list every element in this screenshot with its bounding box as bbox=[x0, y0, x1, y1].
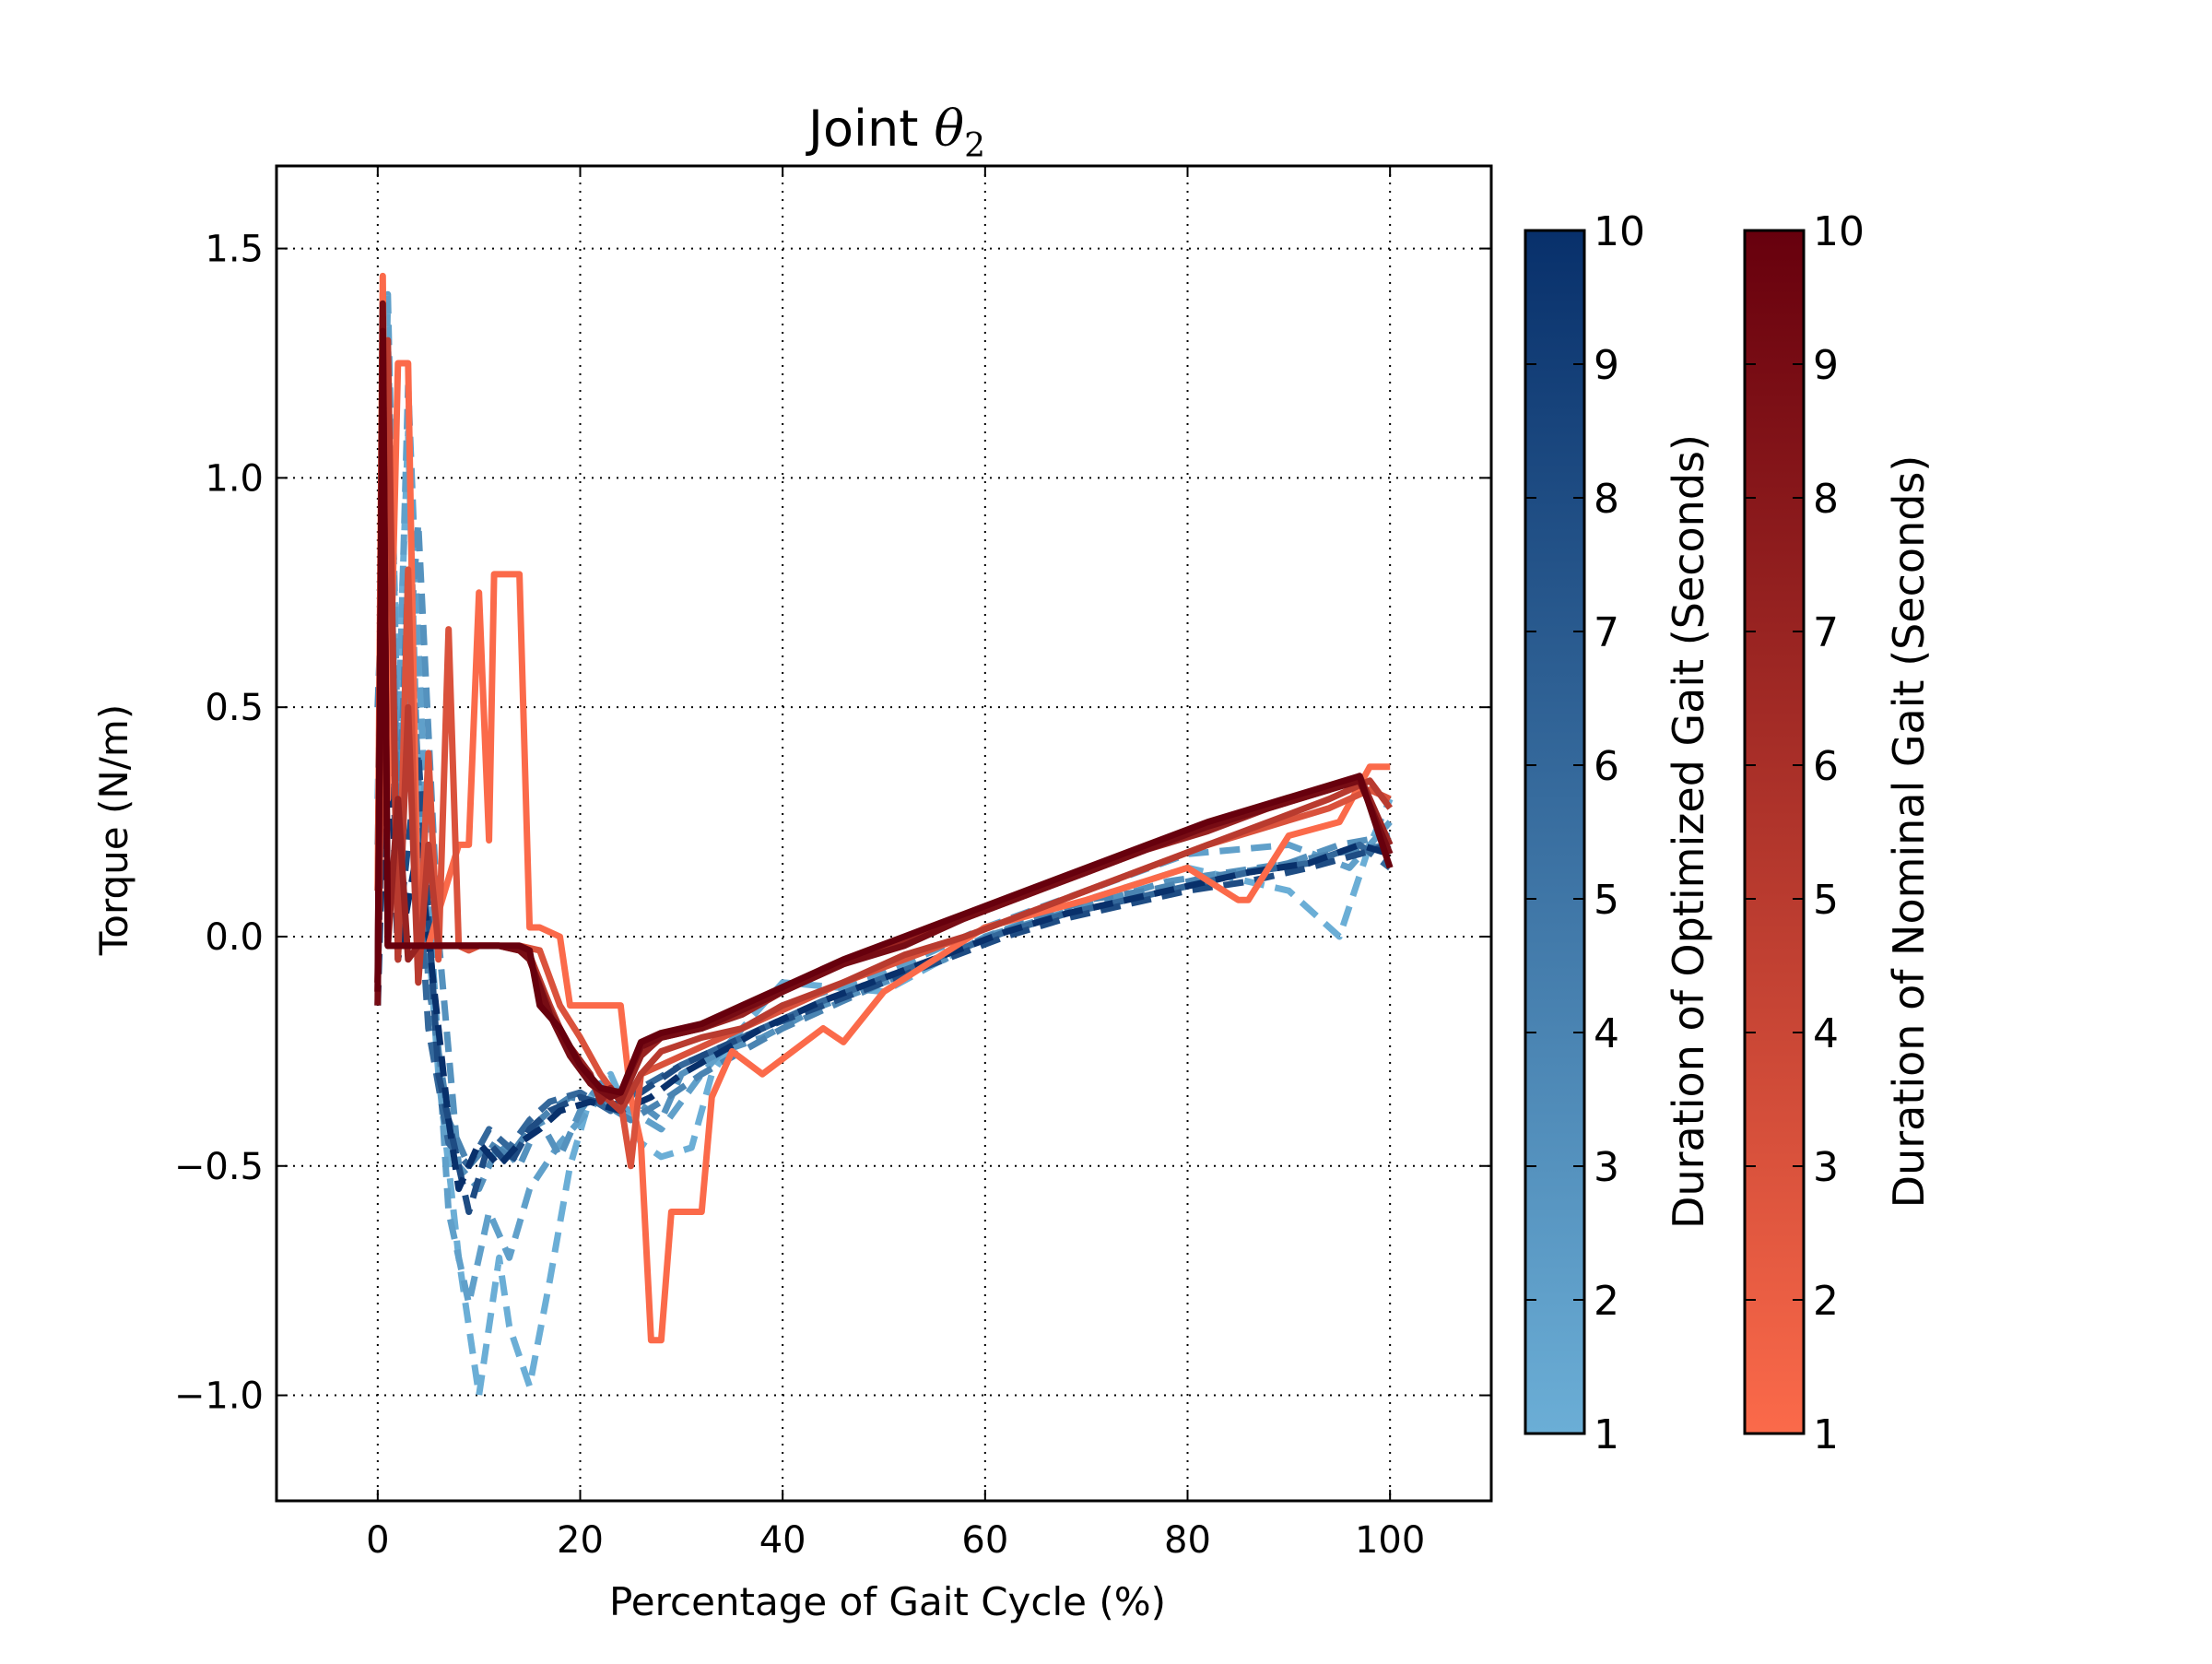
colorbar-optimized-ticks: 1 2 3 4 5 6 7 8 9 10 bbox=[1525, 208, 1645, 1458]
colorbar-tick-label: 8 bbox=[1813, 476, 1839, 523]
series-optimized-10s bbox=[374, 657, 1392, 1193]
colorbar-tick-label: 5 bbox=[1813, 877, 1839, 924]
colorbar-tick-label: 2 bbox=[1813, 1278, 1839, 1325]
x-tick-label: 60 bbox=[961, 1519, 1008, 1562]
colorbar-tick-label: 1 bbox=[1594, 1411, 1619, 1458]
x-tick-label: 40 bbox=[759, 1519, 806, 1562]
colorbar-tick-label: 7 bbox=[1813, 609, 1839, 656]
grid-lines bbox=[276, 166, 1491, 1501]
series-nominal-3s bbox=[374, 383, 1392, 1170]
chart-title-prefix: Joint bbox=[806, 100, 935, 158]
plot-frame bbox=[275, 164, 1493, 1503]
colorbar-optimized: 1 2 3 4 5 6 7 8 9 10 Duration of Optimized Gait (… bbox=[1524, 208, 1713, 1458]
x-tick-label: 20 bbox=[557, 1519, 604, 1562]
chart-title: Joint θ2 bbox=[806, 100, 985, 165]
colorbar-tick-label: 2 bbox=[1594, 1278, 1619, 1325]
series-nominal-5s bbox=[374, 336, 1394, 1115]
y-axis-label: Torque (N/m) bbox=[91, 704, 136, 956]
series-nominal-10s bbox=[374, 327, 1394, 1096]
y-tick-label: 0.5 bbox=[205, 687, 264, 729]
colorbar-nominal: 1 2 3 4 5 6 7 8 9 10 Duration of Nominal Gait (Se… bbox=[1743, 208, 1934, 1458]
series-optimized-2s bbox=[374, 290, 1393, 1307]
x-tick-label: 0 bbox=[366, 1519, 389, 1562]
colorbar-optimized-bar bbox=[1524, 229, 1586, 1435]
chart-title-subscript: 2 bbox=[964, 127, 985, 165]
y-tick-label: −1.0 bbox=[174, 1375, 264, 1418]
series-optimized-1s bbox=[374, 336, 1394, 1399]
y-axis-ticks: 1.5 1.0 0.5 0.0 −0.5 −1.0 bbox=[174, 229, 1491, 1418]
chart-title-symbol: θ bbox=[935, 100, 965, 158]
colorbar-tick-label: 7 bbox=[1594, 609, 1619, 656]
colorbar-tick-label: 3 bbox=[1813, 1144, 1839, 1191]
x-axis-ticks: 0 20 40 60 80 100 bbox=[366, 166, 1425, 1562]
y-tick-label: −0.5 bbox=[174, 1146, 264, 1188]
colorbar-tick-label: 5 bbox=[1594, 877, 1619, 924]
series-nominal-1s bbox=[374, 272, 1391, 1344]
y-tick-label: 0.0 bbox=[205, 916, 264, 959]
colorbar-tick-label: 6 bbox=[1813, 743, 1839, 790]
colorbar-optimized-label: Duration of Optimized Gait (Seconds) bbox=[1664, 434, 1713, 1229]
y-tick-label: 1.0 bbox=[205, 457, 264, 500]
colorbar-tick-label: 8 bbox=[1594, 476, 1619, 523]
series-optimized-4s bbox=[374, 429, 1391, 1170]
data-series bbox=[374, 272, 1394, 1399]
colorbar-tick-label: 9 bbox=[1594, 342, 1619, 389]
colorbar-tick-label: 9 bbox=[1813, 342, 1839, 389]
x-tick-label: 100 bbox=[1355, 1519, 1425, 1562]
y-tick-label: 1.5 bbox=[205, 229, 264, 271]
colorbar-tick-label: 1 bbox=[1813, 1411, 1839, 1458]
colorbar-nominal-ticks: 1 2 3 4 5 6 7 8 9 10 bbox=[1745, 208, 1865, 1458]
colorbar-nominal-bar bbox=[1743, 229, 1806, 1435]
colorbar-tick-label: 6 bbox=[1594, 743, 1619, 790]
colorbar-tick-label: 3 bbox=[1594, 1144, 1619, 1191]
colorbar-nominal-label: Duration of Nominal Gait (Seconds) bbox=[1884, 455, 1934, 1209]
colorbar-tick-label: 4 bbox=[1813, 1010, 1839, 1057]
x-axis-label: Percentage of Gait Cycle (%) bbox=[609, 1579, 1166, 1624]
colorbar-tick-label: 10 bbox=[1813, 208, 1865, 255]
x-tick-label: 80 bbox=[1164, 1519, 1211, 1562]
colorbar-tick-label: 10 bbox=[1594, 208, 1645, 255]
colorbar-tick-label: 4 bbox=[1594, 1010, 1619, 1057]
